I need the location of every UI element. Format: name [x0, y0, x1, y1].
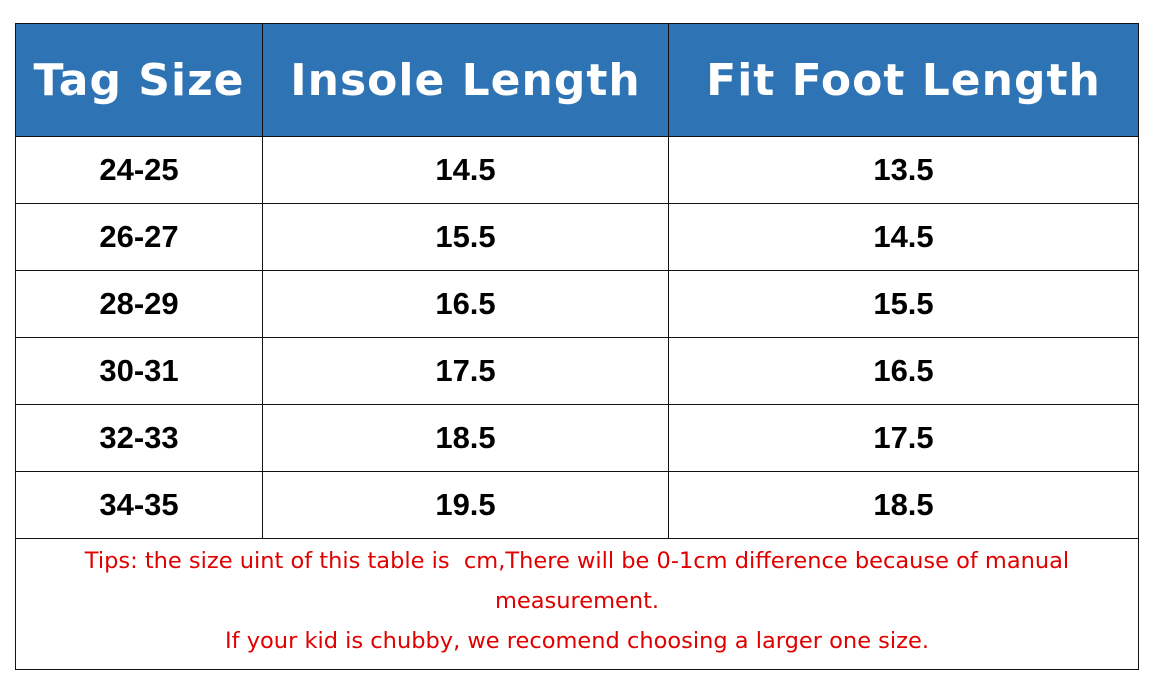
cell-insole-length: 18.5: [262, 404, 669, 472]
cell-insole-length: 17.5: [262, 337, 669, 405]
cell-tag-size: 32-33: [15, 404, 263, 472]
tips-line-1: Tips: the size uint of this table is cm,…: [84, 548, 1077, 614]
header-row: Tag Size Insole Length Fit Foot Length: [15, 23, 1139, 137]
table-row: 30-31 17.5 16.5: [15, 337, 1139, 405]
cell-tag-size: 30-31: [15, 337, 263, 405]
cell-fit-foot-length: 17.5: [668, 404, 1139, 472]
cell-insole-length: 15.5: [262, 203, 669, 271]
cell-tag-size: 28-29: [15, 270, 263, 338]
cell-fit-foot-length: 13.5: [668, 136, 1139, 204]
table-row: 34-35 19.5 18.5: [15, 471, 1139, 539]
cell-insole-length: 19.5: [262, 471, 669, 539]
cell-tag-size: 26-27: [15, 203, 263, 271]
header-fit-foot-length: Fit Foot Length: [668, 23, 1139, 137]
cell-tag-size: 34-35: [15, 471, 263, 539]
table-row: 26-27 15.5 14.5: [15, 203, 1139, 271]
cell-fit-foot-length: 15.5: [668, 270, 1139, 338]
table-row: 28-29 16.5 15.5: [15, 270, 1139, 338]
tips-cell: Tips: the size uint of this table is cm,…: [15, 538, 1139, 670]
cell-insole-length: 14.5: [262, 136, 669, 204]
table-row: 24-25 14.5 13.5: [15, 136, 1139, 204]
cell-fit-foot-length: 16.5: [668, 337, 1139, 405]
header-tag-size: Tag Size: [15, 23, 263, 137]
table-row: 32-33 18.5 17.5: [15, 404, 1139, 472]
tips-row: Tips: the size uint of this table is cm,…: [15, 538, 1139, 670]
cell-tag-size: 24-25: [15, 136, 263, 204]
header-insole-length: Insole Length: [262, 23, 669, 137]
cell-fit-foot-length: 14.5: [668, 203, 1139, 271]
size-chart-table: Tag Size Insole Length Fit Foot Length 2…: [15, 23, 1139, 670]
tips-line-2: If your kid is chubby, we recomend choos…: [225, 628, 929, 654]
cell-insole-length: 16.5: [262, 270, 669, 338]
cell-fit-foot-length: 18.5: [668, 471, 1139, 539]
